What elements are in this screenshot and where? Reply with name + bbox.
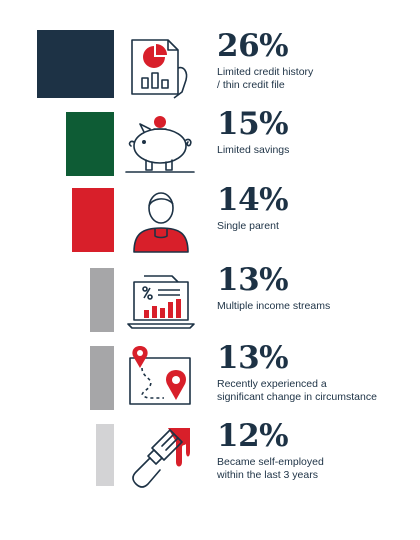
stat-percent: 26% (217, 28, 289, 64)
map-route-icon (124, 344, 198, 414)
stat-percent: 14% (217, 182, 289, 218)
stat-bar (96, 424, 114, 486)
paint-brush-icon (124, 422, 198, 492)
stat-row-single-parent: 14% Single parent (0, 184, 420, 256)
stat-row-change-circumstance: 13% Recently experienced a significant c… (0, 342, 420, 414)
stat-row-multiple-income: 13% Multiple income streams (0, 264, 420, 336)
stat-description: Recently experienced a significant chang… (217, 378, 377, 403)
stat-bar (90, 346, 114, 410)
stat-description: Limited savings (217, 144, 290, 156)
stat-description: Limited credit history / thin credit fil… (217, 66, 314, 91)
stat-bar (90, 268, 114, 332)
laptop-chart-icon (124, 266, 198, 336)
stat-row-credit-history: 26% Limited credit history / thin credit… (0, 30, 420, 102)
stat-description: Became self-employed within the last 3 y… (217, 456, 324, 481)
stat-description: Multiple income streams (217, 300, 331, 312)
stat-row-limited-savings: 15% Limited savings (0, 108, 420, 180)
piggy-bank-icon (124, 110, 198, 180)
stat-row-self-employed: 12% Became self-employed within the last… (0, 420, 420, 492)
stat-bar (37, 30, 114, 98)
credit-report-icon (124, 32, 198, 102)
stat-description: Single parent (217, 220, 279, 232)
stat-percent: 13% (217, 262, 289, 298)
stat-percent: 12% (217, 418, 289, 454)
stat-bar (66, 112, 114, 176)
stat-bar (72, 188, 114, 252)
stat-percent: 13% (217, 340, 289, 376)
stat-percent: 15% (217, 106, 289, 142)
person-icon (124, 186, 198, 256)
